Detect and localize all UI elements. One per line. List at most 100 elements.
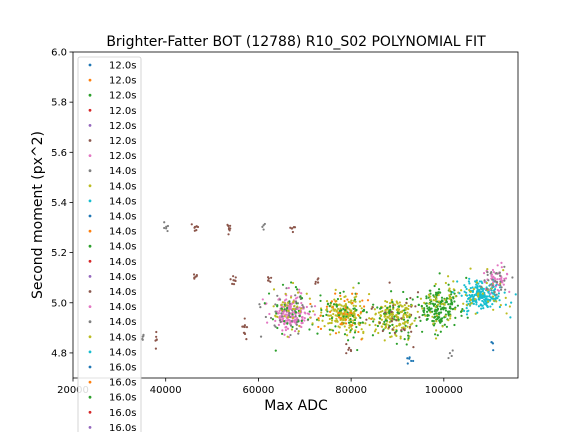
data-point bbox=[351, 302, 353, 304]
data-point bbox=[274, 320, 276, 322]
data-point bbox=[498, 292, 500, 294]
legend-label: 14.0s bbox=[109, 257, 136, 268]
data-point bbox=[336, 306, 338, 308]
data-point bbox=[407, 362, 409, 364]
data-point bbox=[292, 282, 294, 284]
data-point bbox=[456, 280, 458, 282]
data-point bbox=[407, 308, 409, 310]
data-point bbox=[433, 285, 435, 287]
legend-marker bbox=[89, 351, 92, 354]
data-point bbox=[319, 300, 321, 302]
data-point bbox=[262, 298, 264, 300]
data-point bbox=[246, 326, 248, 328]
data-point bbox=[447, 275, 449, 277]
data-point bbox=[284, 308, 286, 310]
data-point bbox=[469, 298, 471, 300]
data-point bbox=[457, 305, 459, 307]
data-point bbox=[406, 298, 408, 300]
data-point bbox=[296, 324, 298, 326]
data-point bbox=[343, 316, 345, 318]
data-point bbox=[375, 313, 377, 315]
data-point bbox=[374, 324, 376, 326]
data-point bbox=[489, 283, 491, 285]
data-point bbox=[384, 327, 386, 329]
data-point bbox=[163, 221, 165, 223]
data-point bbox=[352, 308, 354, 310]
data-point bbox=[296, 288, 298, 290]
data-point bbox=[492, 269, 494, 271]
data-point bbox=[393, 316, 395, 318]
legend-marker bbox=[89, 290, 92, 293]
data-point bbox=[302, 322, 304, 324]
data-point bbox=[268, 280, 270, 282]
data-point bbox=[278, 312, 280, 314]
data-point bbox=[353, 305, 355, 307]
data-point bbox=[284, 302, 286, 304]
data-point bbox=[474, 298, 476, 300]
data-point bbox=[428, 306, 430, 308]
data-point bbox=[424, 315, 426, 317]
data-point bbox=[354, 298, 356, 300]
data-point bbox=[467, 298, 469, 300]
data-point bbox=[343, 296, 345, 298]
legend-label: 14.0s bbox=[109, 317, 136, 328]
data-point bbox=[492, 349, 494, 351]
legend-marker bbox=[89, 366, 92, 369]
data-point bbox=[391, 301, 393, 303]
data-point bbox=[298, 289, 300, 291]
data-point bbox=[317, 281, 319, 283]
data-point bbox=[515, 293, 517, 295]
data-point bbox=[494, 297, 496, 299]
data-point bbox=[372, 320, 374, 322]
data-point bbox=[468, 278, 470, 280]
data-point bbox=[462, 303, 464, 305]
data-point bbox=[326, 308, 328, 310]
data-point bbox=[376, 306, 378, 308]
data-point bbox=[361, 328, 363, 330]
data-point bbox=[486, 298, 488, 300]
data-point bbox=[491, 279, 493, 281]
data-point bbox=[306, 293, 308, 295]
data-point bbox=[331, 319, 333, 321]
data-point bbox=[448, 294, 450, 296]
data-point bbox=[373, 318, 375, 320]
data-point bbox=[463, 284, 465, 286]
data-point bbox=[466, 313, 468, 315]
data-point bbox=[475, 303, 477, 305]
data-point bbox=[294, 319, 296, 321]
data-point bbox=[400, 336, 402, 338]
data-point bbox=[481, 300, 483, 302]
data-point bbox=[388, 326, 390, 328]
data-point bbox=[350, 312, 352, 314]
legend-marker bbox=[89, 109, 92, 112]
data-point bbox=[478, 285, 480, 287]
data-point bbox=[423, 311, 425, 313]
data-point bbox=[380, 307, 382, 309]
data-point bbox=[402, 328, 404, 330]
data-point bbox=[502, 269, 504, 271]
data-point bbox=[280, 321, 282, 323]
data-point bbox=[500, 304, 502, 306]
data-point bbox=[474, 286, 476, 288]
data-point bbox=[338, 312, 340, 314]
data-point bbox=[343, 300, 345, 302]
data-point bbox=[419, 320, 421, 322]
data-point bbox=[368, 293, 370, 295]
data-point bbox=[466, 304, 468, 306]
legend-marker bbox=[89, 124, 92, 127]
data-point bbox=[402, 291, 404, 293]
data-point bbox=[406, 311, 408, 313]
data-point bbox=[327, 322, 329, 324]
data-point bbox=[344, 333, 346, 335]
data-point bbox=[301, 297, 303, 299]
data-point bbox=[377, 325, 379, 327]
data-point bbox=[270, 317, 272, 319]
legend-marker bbox=[89, 200, 92, 203]
data-point bbox=[297, 320, 299, 322]
data-point bbox=[287, 328, 289, 330]
data-point bbox=[446, 326, 448, 328]
data-point bbox=[194, 276, 196, 278]
data-point bbox=[360, 311, 362, 313]
data-point bbox=[335, 332, 337, 334]
data-point bbox=[355, 326, 357, 328]
